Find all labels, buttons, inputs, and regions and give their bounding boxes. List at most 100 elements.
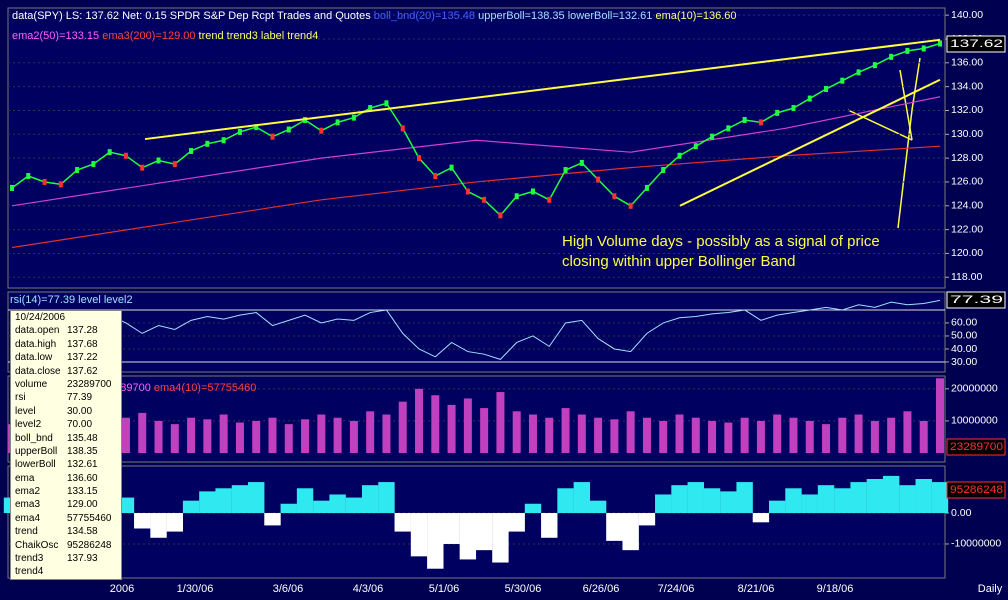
candle: [710, 133, 715, 140]
annotation: closing within upper Bollinger Band: [562, 253, 795, 270]
y-tick-label: 50.00: [951, 330, 977, 342]
info-label: ema2: [15, 486, 41, 498]
candle: [107, 149, 112, 156]
osc-bar: [264, 513, 281, 526]
candle: [189, 147, 194, 154]
candle: [205, 140, 210, 147]
rsi-legend: rsi(14)=77.39 level level2: [10, 294, 133, 306]
info-value: 132.61: [67, 459, 98, 471]
candle: [254, 124, 259, 131]
osc-bar: [687, 482, 704, 514]
candle: [319, 127, 324, 134]
legend: boll_bnd(20)=135.48: [373, 10, 476, 22]
info-value: 137.22: [67, 352, 98, 364]
volume-bar: [577, 414, 586, 454]
candle: [579, 159, 584, 166]
osc-bar: [541, 513, 558, 538]
x-tick-label: 7/24/06: [658, 583, 695, 595]
y-tick-label: 20000000: [951, 383, 998, 395]
volume-bar: [301, 419, 310, 454]
osc-bar: [573, 482, 591, 514]
candle: [286, 126, 291, 133]
arrows: [847, 57, 921, 229]
info-label: data.open: [15, 325, 60, 337]
volume-bar: [121, 417, 130, 454]
y-tick-label: 140.00: [951, 9, 983, 21]
osc-bar: [720, 491, 737, 514]
volume-bar: [138, 412, 147, 454]
candle: [270, 133, 275, 140]
candle: [661, 167, 666, 174]
info-row: trend3 137.93: [11, 552, 121, 565]
info-row: lowerBoll 132.61: [11, 458, 121, 471]
candle: [612, 193, 617, 200]
candle: [677, 152, 682, 159]
value-box: [946, 481, 1006, 499]
info-row: boll_bnd 135.48: [11, 432, 121, 445]
volume-bar: [854, 414, 863, 454]
price-panel: [7, 7, 946, 289]
volume-bar: [773, 414, 782, 454]
legend: upperBoll=138.35: [478, 10, 565, 22]
volume-bar: [398, 401, 407, 454]
info-value: 133.15: [67, 486, 98, 498]
info-row: level 30.00: [11, 405, 121, 418]
osc-bar: [557, 488, 574, 514]
osc-bar: [492, 513, 509, 563]
osc-bar: [361, 485, 379, 514]
volume-bar: [642, 417, 651, 454]
candle: [58, 181, 63, 188]
candle: [530, 188, 535, 195]
candle: [465, 188, 470, 195]
info-box: 10/24/2006 data.open 137.28 data.high 137.68…: [10, 310, 122, 580]
osc-bar: [199, 491, 216, 514]
info-label: level: [15, 405, 36, 417]
volume-bar: [789, 417, 798, 454]
osc-bar: [785, 488, 802, 514]
x-tick-label: 4/3/06: [353, 583, 384, 595]
volume-bar: [838, 417, 847, 454]
osc-bar: [834, 488, 851, 514]
volume-bar: [284, 424, 293, 454]
info-value: 134.58: [67, 526, 98, 538]
candle: [856, 69, 861, 76]
candle: [335, 119, 340, 126]
info-value: 30.00: [67, 405, 93, 417]
volume-bar: [903, 411, 912, 454]
osc-bar: [915, 478, 932, 514]
volume-bar: [887, 417, 896, 454]
volume-bar: [268, 417, 277, 454]
candle: [172, 161, 177, 168]
info-row: trend4: [11, 565, 121, 578]
volume-bar: [936, 378, 944, 454]
volume-bar: [203, 419, 212, 454]
volume-bar: [219, 414, 228, 454]
y-tick-label: -10000000: [951, 538, 1001, 550]
volume-bar: [805, 420, 814, 454]
volume-bar: [415, 388, 424, 454]
x-tick-label: Daily: [978, 583, 1003, 595]
volume-bar: [170, 424, 179, 454]
price-legend: ema2(50)=133.15 ema3(200)=129.00 trend t…: [12, 30, 318, 42]
osc-bar: [345, 497, 363, 514]
last-value: 23289700: [950, 441, 1003, 453]
x-tick-label: 1/30/06: [177, 583, 214, 595]
volume-bar: [187, 417, 196, 454]
info-value: 57755460: [67, 512, 112, 524]
osc-bar: [231, 485, 249, 514]
legend: lowerBoll=132.61: [567, 10, 653, 22]
candle: [775, 109, 780, 116]
candle: [498, 212, 503, 219]
volume-bar: [235, 422, 244, 454]
candle: [824, 86, 829, 93]
candle: [75, 167, 80, 174]
x-tick-label: 5/1/06: [429, 583, 460, 595]
last-value: 95286248: [950, 484, 1003, 496]
volume-bar: [740, 417, 749, 454]
info-row: data.low 137.22: [11, 351, 121, 364]
info-label: data.high: [15, 338, 57, 350]
info-label: lowerBoll: [15, 459, 56, 471]
candle: [563, 167, 568, 174]
